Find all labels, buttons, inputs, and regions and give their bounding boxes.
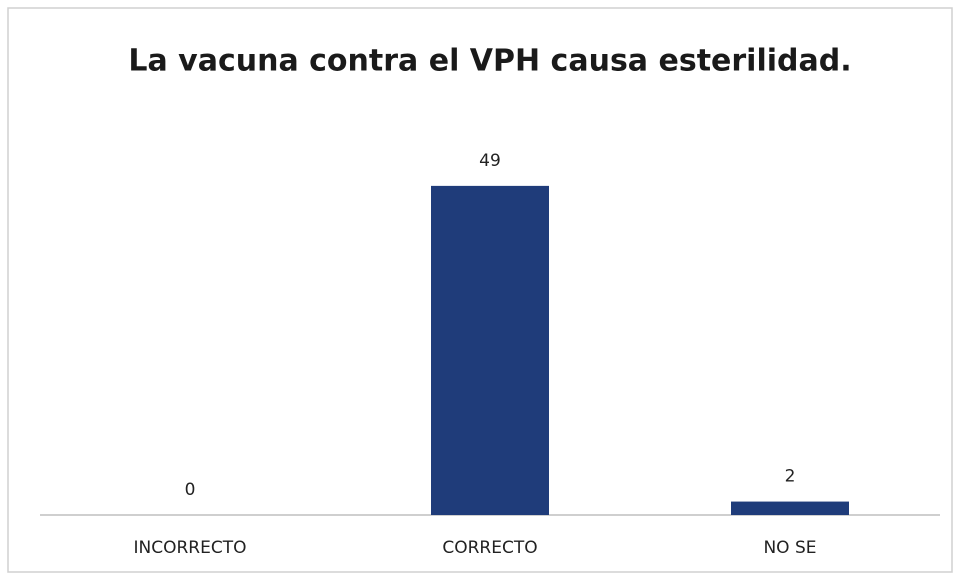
data-label: 2 xyxy=(785,467,796,487)
data-label: 0 xyxy=(185,480,196,500)
bar xyxy=(731,501,849,515)
chart-title: La vacuna contra el VPH causa esterilida… xyxy=(128,44,851,79)
x-tick-label: INCORRECTO xyxy=(134,538,247,558)
x-tick-label: NO SE xyxy=(763,538,816,558)
bar xyxy=(431,185,549,515)
data-label: 49 xyxy=(479,151,501,171)
x-tick-label: CORRECTO xyxy=(442,538,537,558)
